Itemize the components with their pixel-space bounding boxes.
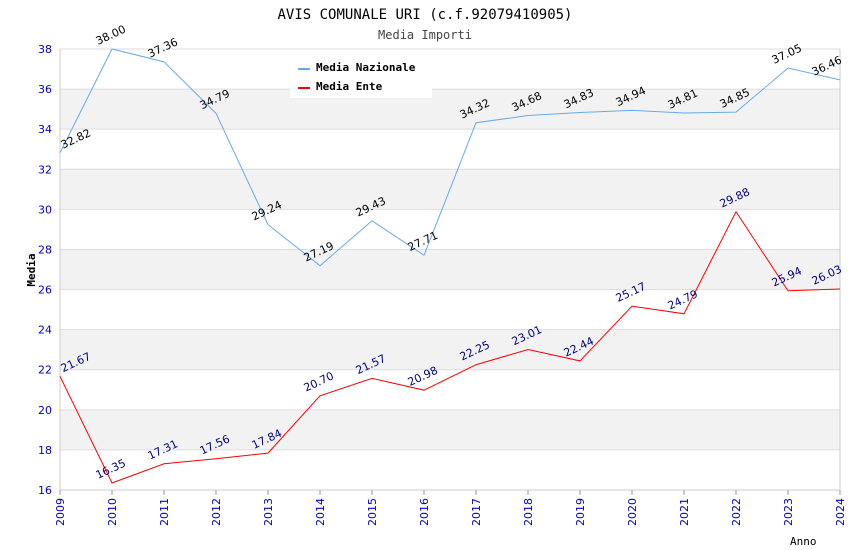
series-line-1: [59, 210, 841, 484]
y-tick-label: 26: [38, 284, 52, 297]
x-tick-label: 2011: [158, 498, 171, 526]
x-tick-label: 2019: [574, 498, 587, 526]
data-label: 24.79: [666, 287, 700, 312]
x-tick-label: 2018: [522, 498, 535, 526]
y-tick-label: 22: [38, 364, 52, 377]
grid-band: [60, 329, 840, 370]
legend-label-nazionale: Media Nazionale: [316, 61, 416, 74]
x-tick-label: 2016: [418, 498, 431, 526]
data-label: 20.70: [302, 369, 336, 394]
y-tick-label: 24: [38, 324, 52, 337]
x-tick-label: 2023: [782, 498, 795, 526]
y-tick-label: 38: [38, 43, 52, 56]
x-tick-label: 2022: [730, 498, 743, 526]
y-axis-label: Media: [25, 253, 38, 286]
x-tick-label: 2017: [470, 498, 483, 526]
data-label: 32.82: [59, 126, 93, 151]
x-tick-label: 2012: [210, 498, 223, 526]
data-label: 38.00: [94, 23, 128, 48]
y-tick-label: 18: [38, 444, 52, 457]
x-tick-label: 2013: [262, 498, 275, 526]
y-tick-label: 32: [38, 163, 52, 176]
legend: Media Nazionale Media Ente: [290, 56, 432, 98]
grid-band: [60, 409, 840, 450]
data-label: 37.05: [770, 42, 804, 67]
legend-label-ente: Media Ente: [316, 80, 383, 93]
x-tick-label: 2021: [678, 498, 691, 526]
grid-band: [60, 89, 840, 130]
grid-band: [60, 249, 840, 290]
x-tick-label: 2010: [106, 498, 119, 526]
x-tick-label: 2020: [626, 498, 639, 526]
data-label: 36.46: [810, 53, 844, 78]
chart-title: AVIS COMUNALE URI (c.f.92079410905): [277, 7, 572, 23]
y-tick-label: 30: [38, 203, 52, 216]
chart-subtitle: Media Importi: [378, 28, 472, 42]
y-tick-label: 34: [38, 123, 52, 136]
y-tick-label: 20: [38, 404, 52, 417]
x-axis-label: Anno: [790, 535, 817, 548]
y-tick-label: 28: [38, 243, 52, 256]
x-tick-label: 2009: [54, 498, 67, 526]
y-tick-label: 16: [38, 484, 52, 497]
data-label: 16.35: [94, 457, 128, 482]
data-label: 37.36: [146, 35, 180, 60]
x-tick-label: 2015: [366, 498, 379, 526]
x-tick-label: 2014: [314, 498, 327, 526]
series-line-0: [59, 48, 841, 267]
y-tick-label: 36: [38, 83, 52, 96]
x-tick-label: 2024: [834, 498, 847, 526]
